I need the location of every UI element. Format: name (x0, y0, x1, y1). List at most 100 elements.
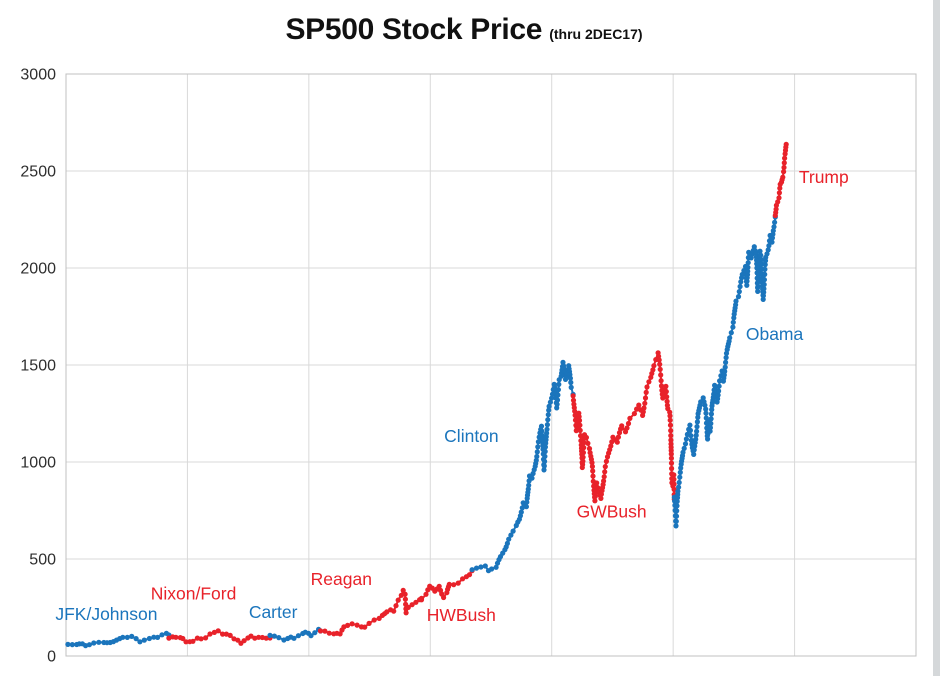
data-point (602, 464, 608, 470)
data-point (526, 482, 532, 488)
data-point (572, 408, 578, 414)
label-jfk-johnson: JFK/Johnson (55, 604, 157, 624)
data-point (739, 271, 745, 278)
data-point (687, 427, 694, 433)
data-point (703, 410, 709, 416)
data-point (322, 628, 328, 634)
data-point (674, 503, 680, 509)
chart-subtitle: (thru 2DEC17) (549, 26, 643, 42)
data-point (650, 367, 656, 373)
data-point (595, 485, 601, 491)
data-point (643, 389, 649, 395)
data-point (608, 443, 614, 449)
data-point (577, 422, 583, 428)
data-point (705, 436, 711, 442)
data-point (590, 468, 596, 474)
data-point (673, 518, 679, 524)
series-gwbush (570, 350, 677, 504)
data-point (248, 633, 254, 639)
y-tick-label: 500 (29, 552, 56, 569)
data-point (722, 368, 728, 374)
data-point (624, 425, 630, 431)
data-point (241, 638, 247, 644)
data-point (568, 379, 574, 386)
data-point (675, 488, 681, 494)
label-carter: Carter (249, 602, 298, 622)
data-point (577, 427, 583, 433)
data-point (615, 434, 622, 440)
data-point (545, 417, 551, 423)
data-point (581, 445, 587, 451)
data-point (478, 564, 484, 570)
data-point (703, 406, 709, 412)
data-point (667, 422, 674, 428)
data-point (594, 480, 600, 486)
data-point (466, 572, 473, 578)
data-point (716, 383, 722, 389)
data-point (592, 498, 598, 504)
data-point (203, 635, 209, 641)
series-trump (772, 141, 789, 219)
data-point (151, 634, 157, 640)
data-point (634, 406, 640, 412)
data-point (646, 379, 652, 385)
data-point (728, 330, 734, 336)
data-point (674, 508, 680, 514)
data-point (155, 634, 161, 641)
data-point (668, 455, 675, 461)
data-point (691, 447, 697, 453)
data-point (308, 633, 314, 639)
data-point (709, 407, 715, 413)
data-point (745, 268, 751, 274)
plot-border (65, 73, 917, 657)
data-point (745, 264, 751, 270)
data-point (570, 397, 577, 403)
data-point (198, 636, 204, 642)
data-point (625, 420, 632, 427)
data-point (371, 617, 377, 623)
data-point (667, 413, 673, 419)
data-point (535, 439, 542, 445)
data-point (544, 430, 550, 436)
data-point (762, 271, 768, 277)
data-point (668, 451, 674, 457)
data-point (602, 469, 608, 475)
data-point (510, 528, 516, 534)
data-point (660, 395, 666, 401)
data-point (441, 594, 447, 601)
data-point (773, 206, 779, 212)
series-clinton (469, 359, 576, 574)
data-point (451, 582, 457, 588)
data-point (781, 169, 787, 175)
data-point (542, 444, 549, 450)
data-point (761, 286, 767, 292)
series-jfk-johnson (65, 630, 172, 649)
data-point (423, 591, 429, 597)
data-point (671, 472, 677, 478)
data-point (708, 411, 715, 417)
data-point (535, 444, 541, 450)
data-point (529, 475, 535, 481)
data-point (688, 433, 694, 439)
data-point (159, 632, 165, 638)
data-point (276, 635, 282, 641)
data-point (656, 357, 662, 363)
data-point (173, 634, 179, 640)
data-point (771, 224, 777, 230)
data-point (393, 603, 399, 609)
data-point (524, 499, 530, 505)
data-point (671, 476, 677, 482)
data-point (337, 631, 343, 637)
data-point (312, 630, 318, 636)
data-point (489, 566, 495, 572)
data-point (227, 632, 233, 639)
y-tick-label: 1500 (20, 358, 56, 375)
data-point (680, 449, 686, 455)
data-point (547, 399, 554, 405)
data-point (534, 449, 540, 455)
data-point (256, 634, 262, 640)
data-point (91, 640, 97, 646)
data-point (413, 599, 419, 605)
